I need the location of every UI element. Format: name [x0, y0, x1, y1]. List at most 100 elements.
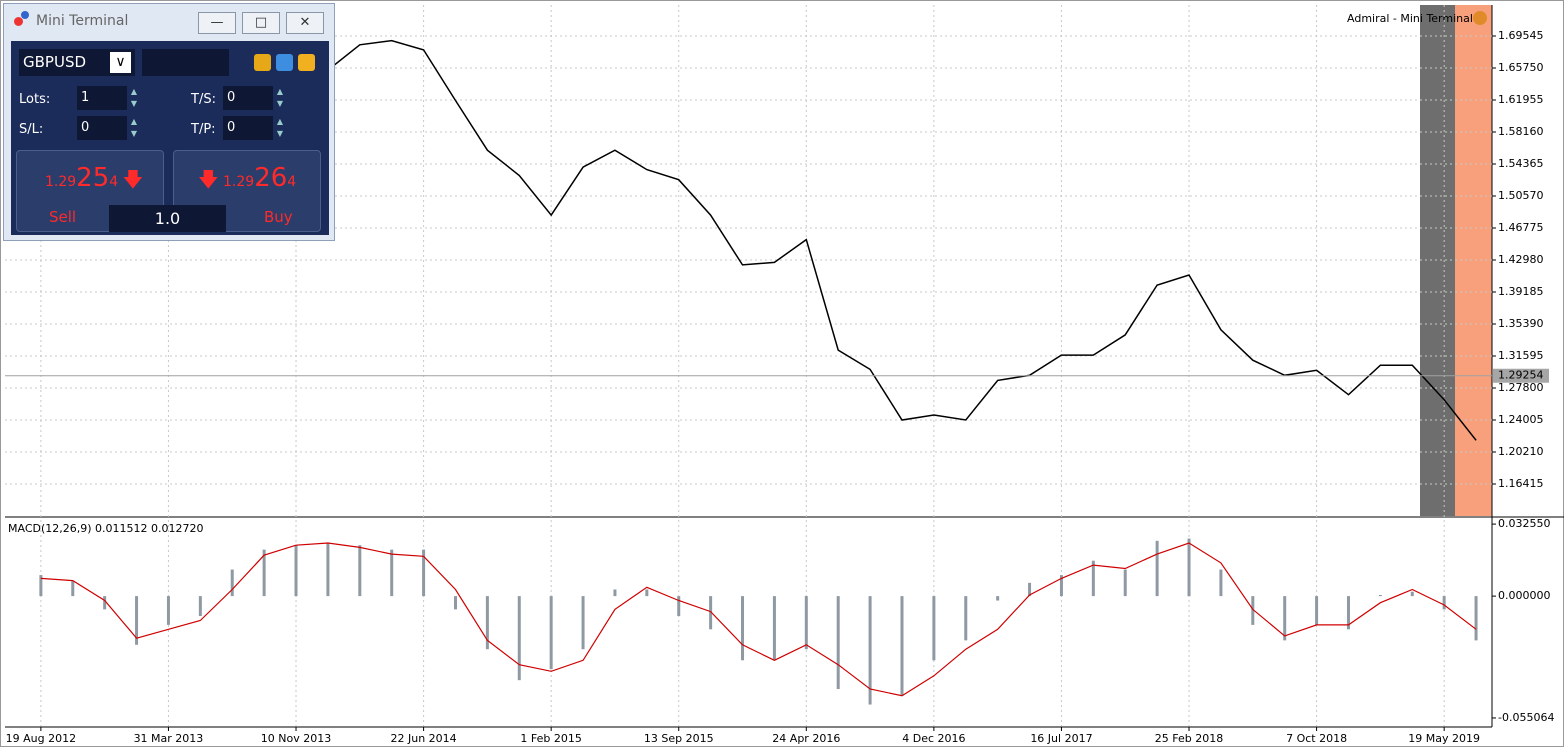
macd-bar: [1155, 540, 1159, 597]
macd-bar: [517, 596, 521, 681]
arrow: 🡇: [122, 167, 144, 191]
x-tick-label: 19 May 2019: [1408, 732, 1480, 745]
macd-bar: [1028, 582, 1032, 597]
macd-bar: [198, 596, 202, 617]
macd-bar: [103, 596, 107, 610]
y-tick-label: 0.000000: [1498, 589, 1551, 602]
macd-bar: [1059, 575, 1063, 597]
x-tick-label: 13 Sep 2015: [644, 732, 714, 745]
last-price-box: [1493, 368, 1549, 383]
macd-bar: [804, 596, 808, 650]
ts-label: T/S:: [191, 92, 216, 107]
blank-field: [142, 49, 229, 76]
lots-input[interactable]: 1: [77, 86, 127, 110]
signal-line: [40, 542, 1477, 697]
sell-button[interactable]: 1.29254 🡇 Sell: [16, 150, 164, 232]
macd-bar: [549, 596, 553, 670]
icon-button[interactable]: [298, 54, 315, 71]
macd-bar: [1346, 596, 1350, 630]
macd-bar: [645, 589, 649, 597]
buy-button[interactable]: 🡇 1.29264 Buy: [173, 150, 321, 232]
fraction: 4: [287, 174, 297, 190]
spinner[interactable]: ▲ ▼: [276, 87, 284, 108]
macd-bar: [326, 543, 330, 597]
macd-bar: [1219, 569, 1223, 597]
logo: [21, 11, 29, 19]
x-tick-label: 10 Nov 2013: [261, 732, 331, 745]
macd-bar: [135, 596, 139, 645]
y-tick-label: -0.055064: [1498, 711, 1554, 724]
x-tick-label: 19 Aug 2012: [6, 732, 76, 745]
x-tick-label: 22 Jun 2014: [391, 732, 457, 745]
fraction: 4: [109, 174, 119, 190]
y-tick-label: 1.65750: [1498, 61, 1544, 74]
terminal-body: GBPUSD ∨ Lots: 1 ▲ ▼ T/S: 0 ▲ ▼ S/L: 0 ▲ ▼ …: [11, 41, 329, 235]
x-tick-label: 7 Oct 2018: [1286, 732, 1347, 745]
x-tick-label: 24 Apr 2016: [772, 732, 840, 745]
macd-bar: [390, 549, 394, 597]
spinner[interactable]: ▲ ▼: [130, 117, 138, 138]
macd-bar: [1315, 596, 1319, 625]
macd-bar: [613, 589, 617, 597]
x-tick-label: 31 Mar 2013: [134, 732, 204, 745]
shade-gray: [1420, 5, 1455, 516]
macd-bar: [900, 596, 904, 696]
mini-terminal-window: Mini Terminal — □ ✕ GBPUSD ∨ Lots: 1 ▲ ▼ …: [3, 3, 335, 241]
macd-bar: [677, 596, 681, 617]
spinner[interactable]: ▲ ▼: [276, 117, 284, 138]
icon-button[interactable]: [254, 54, 271, 71]
y-tick-label: 1.50570: [1498, 189, 1544, 202]
tp-input[interactable]: 0: [223, 116, 273, 140]
macd-bar: [964, 596, 968, 641]
maximize-button[interactable]: □: [242, 12, 280, 34]
macd-bar: [1410, 591, 1414, 597]
macd-bar: [1091, 560, 1095, 597]
shade-orange: [1455, 5, 1492, 516]
x-tick-label: 25 Feb 2018: [1155, 732, 1223, 745]
x-tick-label: 16 Jul 2017: [1030, 732, 1092, 745]
y-tick-label: 1.16415: [1498, 477, 1544, 490]
macd-bar: [996, 596, 1000, 601]
macd-bar: [836, 596, 840, 690]
buy-label: Buy: [264, 208, 293, 226]
y-tick-label: 1.61955: [1498, 93, 1544, 106]
dropdown-arrow[interactable]: ∨: [110, 52, 131, 73]
macd-bar: [1123, 569, 1127, 597]
x-tick-label: 4 Dec 2016: [902, 732, 965, 745]
sl-input[interactable]: 0: [77, 116, 127, 140]
macd-bar: [1187, 538, 1191, 597]
tp-label: T/P:: [191, 122, 216, 137]
macd-bar: [294, 545, 298, 597]
big-figure: 1.29: [223, 174, 255, 190]
x-tick-label: 1 Feb 2015: [520, 732, 581, 745]
macd-bar: [453, 596, 457, 610]
macd-bar: [422, 549, 426, 597]
macd-bar: [485, 596, 489, 650]
spinner[interactable]: ▲ ▼: [130, 87, 138, 108]
macd-bar: [709, 596, 713, 630]
big-figure: 1.29: [45, 174, 77, 190]
ts-input[interactable]: 0: [223, 86, 273, 110]
last-price-label: 1.29254: [1498, 369, 1544, 382]
settings-button[interactable]: [276, 54, 293, 71]
indicator-label: Admiral - Mini Terminal: [1347, 12, 1473, 25]
window-title: Mini Terminal: [36, 13, 129, 29]
pips: 25: [76, 163, 110, 193]
arrow: 🡇: [198, 167, 219, 191]
buy-price: 🡇 1.29264: [198, 163, 296, 199]
y-tick-label: 1.54365: [1498, 157, 1544, 170]
macd-bar: [581, 596, 585, 650]
volume-input[interactable]: 1.0: [109, 205, 226, 232]
macd-bar: [262, 549, 266, 597]
y-tick-label: 1.69545: [1498, 29, 1544, 42]
close-button[interactable]: ✕: [286, 12, 324, 34]
macd-bar: [772, 596, 776, 661]
macd-bar: [868, 596, 872, 705]
macd-bar: [39, 575, 43, 597]
sell-label: Sell: [49, 208, 77, 226]
macd-bar: [166, 596, 170, 625]
y-tick-label: 1.35390: [1498, 317, 1544, 330]
y-tick-label: 1.31595: [1498, 349, 1544, 362]
minimize-button[interactable]: —: [198, 12, 236, 34]
